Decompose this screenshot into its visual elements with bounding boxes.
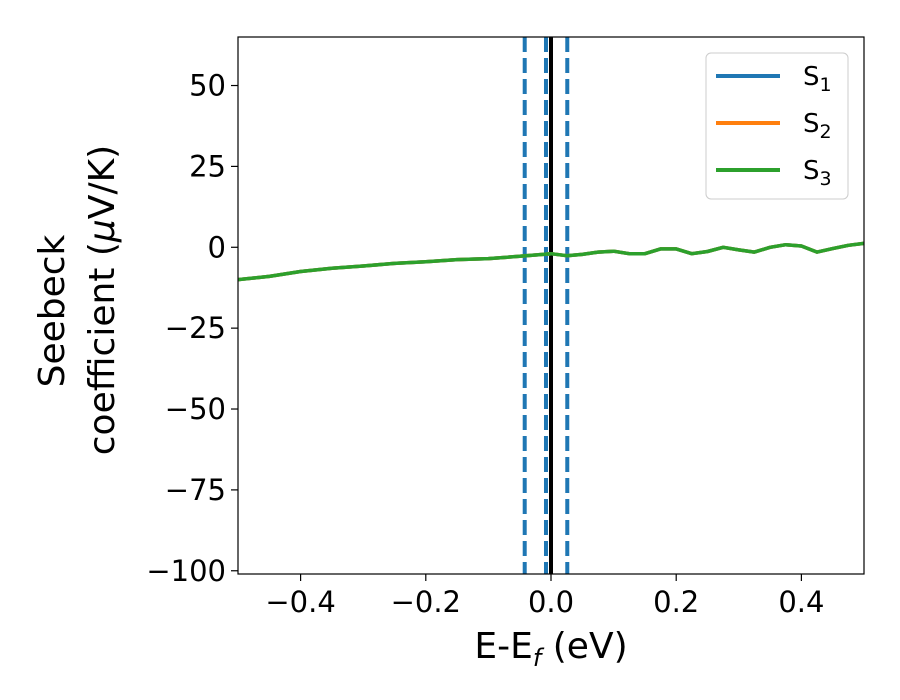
y-tick-label: −25 bbox=[165, 311, 226, 345]
x-tick-label: 0.2 bbox=[653, 585, 699, 619]
y-tick-label: −50 bbox=[165, 392, 226, 426]
y-tick-label: 50 bbox=[189, 69, 226, 103]
y-tick-label: −100 bbox=[146, 554, 226, 588]
legend: S1 S2 S3 bbox=[705, 52, 849, 200]
legend-label-S2: S2 bbox=[803, 109, 832, 143]
legend-box bbox=[705, 52, 849, 200]
y-tick-label: −75 bbox=[165, 473, 226, 507]
y-tick-label: 0 bbox=[208, 230, 226, 264]
x-axis-label: E-Ef (eV) bbox=[474, 626, 627, 672]
y-axis-label-line1: Seebeck bbox=[32, 234, 73, 387]
y-axis-label-line2: coefficient (μV/K) bbox=[82, 145, 123, 455]
y-axis-ticks: 50 25 0 −25 −50 −75 −100 bbox=[146, 69, 238, 588]
x-tick-label: 0.4 bbox=[778, 585, 824, 619]
x-tick-label: −0.2 bbox=[391, 585, 461, 619]
y-tick-label: 25 bbox=[189, 149, 226, 183]
legend-label-S1: S1 bbox=[803, 62, 832, 96]
series-line-S3 bbox=[238, 241, 864, 282]
x-tick-label: 0.0 bbox=[528, 585, 574, 619]
legend-label-S3: S3 bbox=[803, 156, 832, 190]
vertical-reference-lines bbox=[522, 37, 570, 574]
x-axis-ticks: −0.4 −0.2 0.0 0.2 0.4 bbox=[265, 574, 824, 619]
series-lines bbox=[238, 241, 864, 282]
x-tick-label: −0.4 bbox=[265, 585, 335, 619]
